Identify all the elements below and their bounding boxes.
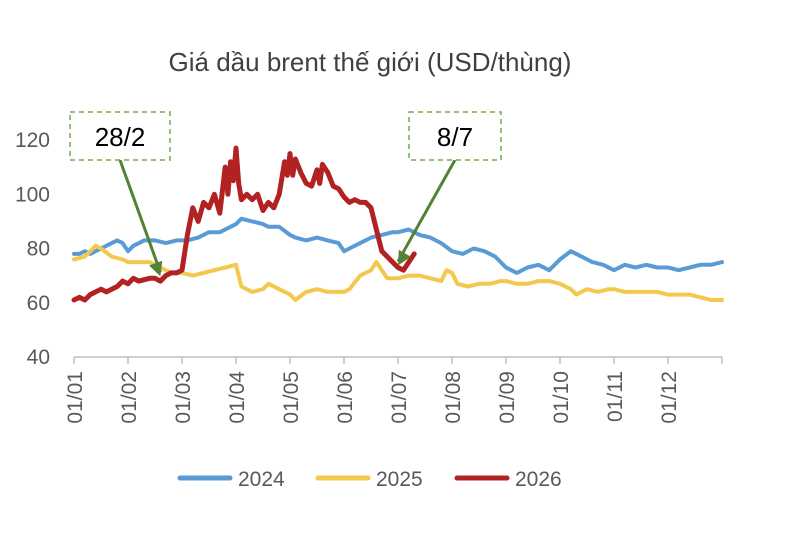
y-tick-label: 100: [15, 183, 50, 206]
series-layer: [71, 145, 724, 303]
legend: 2024 2025 2026: [177, 468, 562, 491]
chart-title: Giá dầu brent thế giới (USD/thùng): [169, 47, 572, 77]
y-tick-label: 60: [27, 292, 50, 315]
annotation-arrow: [396, 159, 457, 263]
annotation-arrow: [118, 159, 162, 273]
y-tick-label: 120: [15, 129, 50, 152]
series-line-2024: [72, 216, 724, 275]
annotation-box: [69, 111, 171, 161]
x-tick-label: 01/01: [64, 371, 87, 424]
annotation-arrowhead: [149, 260, 163, 277]
x-tick-label: 01/02: [118, 371, 141, 424]
series-line-2025: [72, 243, 724, 302]
x-tick-label: 01/06: [334, 371, 357, 424]
y-tick-label: 80: [27, 238, 50, 261]
series-line-2026: [71, 145, 417, 303]
x-tick-label: 01/05: [280, 371, 303, 424]
annotation-label: 28/2: [95, 122, 146, 152]
x-axis-ticks: 01/01 01/02 01/03 01/04 01/05 01/06 01/07 01/08…: [64, 357, 723, 424]
annotation-arrowhead: [398, 249, 411, 266]
y-axis-ticks: 40 60 80 100 120: [15, 129, 50, 369]
x-tick-label: 01/10: [550, 371, 573, 424]
x-tick-label: 01/08: [442, 371, 465, 424]
legend-label-2024: 2024: [238, 468, 285, 491]
x-tick-label: 01/04: [226, 371, 249, 424]
annotation-label: 8/7: [437, 122, 473, 152]
annotation-layer: 28/2 8/7: [69, 111, 502, 277]
x-tick-label: 01/09: [496, 371, 519, 424]
x-tick-label: 01/11: [604, 371, 627, 422]
x-tick-label: 01/07: [388, 371, 411, 424]
legend-label-2025: 2025: [376, 468, 423, 491]
annotation-box: [408, 111, 502, 161]
x-tick-label: 01/03: [172, 371, 195, 424]
x-tick-label: 01/12: [658, 371, 681, 424]
y-tick-label: 40: [27, 346, 50, 369]
legend-label-2026: 2026: [515, 468, 562, 491]
